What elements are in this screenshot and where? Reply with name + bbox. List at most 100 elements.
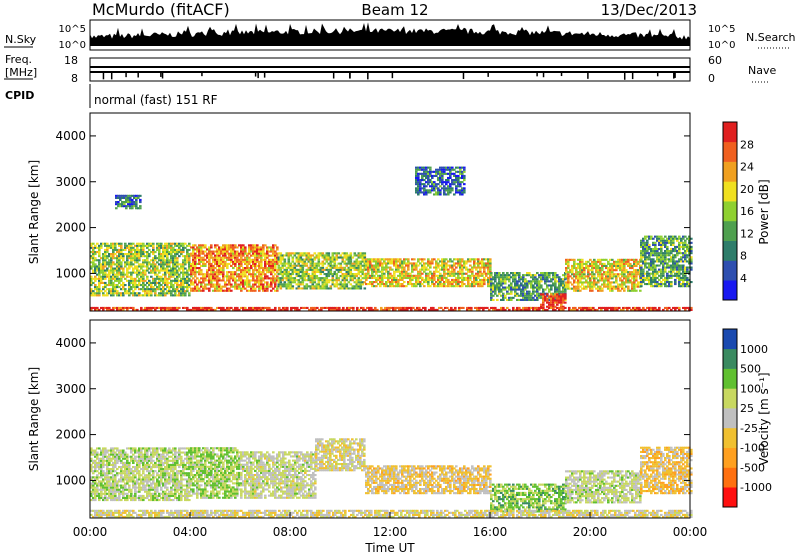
- data-cell: [605, 267, 608, 270]
- data-cell: [609, 267, 612, 270]
- data-cell: [154, 277, 157, 280]
- nsky-trace: [90, 22, 690, 46]
- data-cell: [393, 274, 396, 277]
- data-cell: [142, 294, 145, 297]
- data-cell: [467, 281, 470, 284]
- data-cell: [140, 263, 143, 266]
- data-cell: [186, 286, 189, 289]
- data-cell: [280, 308, 283, 311]
- data-cell: [160, 246, 163, 249]
- data-cell: [127, 205, 130, 208]
- data-cell: [611, 258, 614, 261]
- data-cell: [625, 285, 628, 288]
- data-cell: [148, 263, 151, 266]
- data-cell: [285, 252, 289, 255]
- data-cell: [94, 277, 97, 280]
- data-cell: [230, 283, 233, 286]
- data-cell: [180, 267, 183, 270]
- data-cell: [156, 242, 159, 245]
- data-cell: [413, 276, 416, 279]
- data-cell: [110, 255, 113, 258]
- data-cell: [666, 254, 669, 257]
- data-cell: [635, 275, 638, 278]
- data-cell: [648, 243, 651, 246]
- data-cell: [194, 281, 197, 284]
- data-cell: [214, 262, 217, 265]
- data-cell: [441, 262, 444, 265]
- data-cell: [607, 285, 610, 288]
- data-cell: [481, 278, 484, 281]
- data-cell: [270, 269, 273, 272]
- data-cell: [317, 256, 321, 259]
- data-cell: [534, 294, 537, 297]
- data-cell: [591, 264, 594, 267]
- data-cell: [605, 264, 608, 267]
- data-cell: [558, 295, 561, 298]
- data-cell: [198, 273, 201, 276]
- data-cell: [218, 256, 221, 259]
- data-cell: [234, 283, 237, 286]
- data-cell: [176, 265, 179, 268]
- data-cell: [311, 281, 315, 284]
- data-cell: [469, 270, 472, 273]
- data-cell: [560, 295, 563, 298]
- data-cell: [216, 271, 219, 274]
- data-cell: [577, 275, 580, 278]
- data-cell: [192, 273, 195, 276]
- data-cell: [508, 292, 511, 295]
- data-cell: [443, 260, 446, 263]
- data-cell: [457, 283, 460, 286]
- data-cell: [443, 170, 446, 173]
- data-cell: [252, 252, 255, 255]
- data-cell: [138, 265, 141, 268]
- data-cell: [295, 287, 299, 290]
- data-cell: [138, 259, 141, 262]
- data-cell: [325, 266, 329, 269]
- data-cell: [397, 285, 400, 288]
- data-cell: [156, 286, 159, 289]
- data-cell: [341, 268, 345, 271]
- data-cell: [244, 308, 247, 311]
- data-cell: [591, 285, 594, 288]
- data-cell: [522, 284, 525, 287]
- data-cell: [500, 278, 503, 281]
- data-cell: [463, 276, 466, 279]
- data-cell: [597, 289, 600, 292]
- data-cell: [327, 254, 331, 257]
- data-cell: [152, 244, 155, 247]
- data-cell: [652, 248, 655, 251]
- data-cell: [644, 262, 647, 265]
- data-cell: [162, 265, 165, 268]
- data-cell: [548, 284, 551, 287]
- data-cell: [599, 275, 602, 278]
- data-cell: [222, 277, 225, 280]
- data-cell: [395, 258, 398, 261]
- data-cell: [437, 187, 440, 190]
- data-cell: [579, 277, 582, 280]
- data-cell: [258, 267, 261, 270]
- data-cell: [449, 281, 452, 284]
- data-cell: [104, 263, 107, 266]
- data-cell: [485, 266, 488, 269]
- data-cell: [289, 285, 293, 288]
- data-cell: [331, 273, 335, 276]
- data-cell: [325, 277, 329, 280]
- data-cell: [186, 281, 189, 284]
- data-cell: [388, 308, 391, 311]
- data-cell: [658, 254, 661, 257]
- data-cell: [395, 266, 398, 269]
- data-cell: [96, 277, 99, 280]
- data-cell: [307, 285, 311, 288]
- data-cell: [98, 271, 101, 274]
- data-cell: [353, 273, 357, 276]
- data-cell: [279, 260, 283, 263]
- data-cell: [190, 308, 193, 311]
- data-cell: [266, 289, 269, 292]
- data-cell: [656, 260, 659, 263]
- data-cell: [504, 280, 507, 283]
- data-cell: [126, 246, 129, 249]
- data-cell: [162, 306, 165, 309]
- data-cell: [623, 287, 626, 290]
- data-cell: [106, 255, 109, 258]
- data-cell: [260, 252, 263, 255]
